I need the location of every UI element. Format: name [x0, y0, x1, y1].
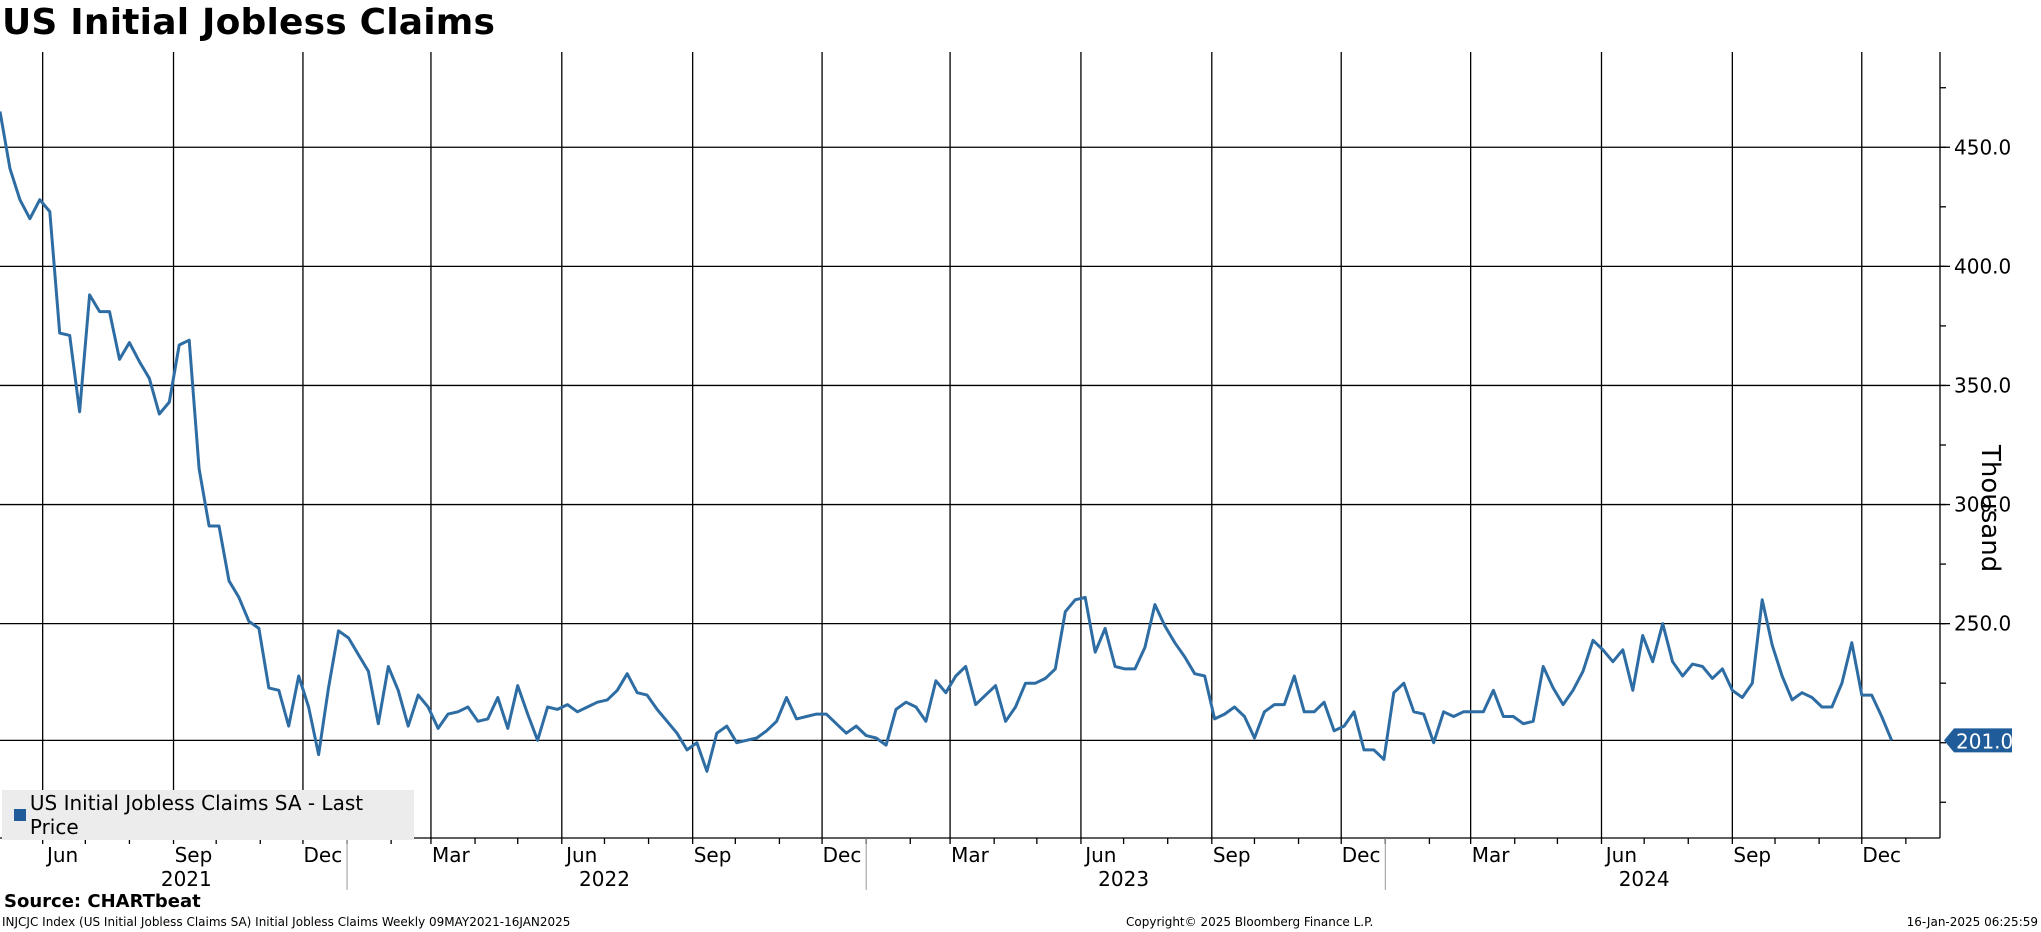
last-value-label: 201.0 — [1956, 729, 2013, 753]
x-tick-label: Jun — [1083, 843, 1116, 867]
x-tick-label: Sep — [694, 843, 732, 867]
x-tick-label: Mar — [432, 843, 471, 867]
y-tick-label: 300.0 — [1954, 493, 2011, 517]
series-layer — [0, 111, 1893, 773]
last-value-badge-shape — [1944, 728, 2012, 753]
legend: US Initial Jobless Claims SA - Last Pric… — [2, 790, 414, 840]
x-tick-label: Jun — [564, 843, 597, 867]
x-year-label: 2023 — [1098, 867, 1149, 891]
y-tick-label: 250.0 — [1954, 612, 2011, 636]
x-year-label: 2024 — [1619, 867, 1670, 891]
axes — [0, 52, 1950, 890]
x-tick-label: Sep — [175, 843, 213, 867]
x-year-label: 2021 — [161, 867, 212, 891]
x-tick-label: Sep — [1213, 843, 1251, 867]
y-axis-label: Thousand — [1975, 445, 2005, 573]
source-note: Source: CHARTbeat — [4, 891, 201, 912]
series-line — [0, 111, 1893, 773]
x-tick-label: Jun — [45, 843, 78, 867]
x-tick-label: Dec — [823, 843, 862, 867]
x-year-label: 2022 — [579, 867, 630, 891]
x-tick-label: Dec — [1862, 843, 1901, 867]
y-tick-label: 450.0 — [1954, 135, 2011, 159]
footer-copyright: Copyright© 2025 Bloomberg Finance L.P. — [1126, 915, 1374, 929]
x-tick-label: Mar — [951, 843, 990, 867]
x-tick-label: Dec — [1342, 843, 1381, 867]
x-tick-label: Sep — [1733, 843, 1771, 867]
last-value-badge: 201.0 — [1944, 728, 2013, 753]
x-tick-label: Mar — [1472, 843, 1511, 867]
legend-swatch — [14, 809, 26, 821]
y-tick-label: 350.0 — [1954, 373, 2011, 397]
legend-label: US Initial Jobless Claims SA - Last Pric… — [29, 791, 364, 839]
footer-ticker-description: INJCJC Index (US Initial Jobless Claims … — [2, 915, 571, 929]
x-tick-label: Jun — [1604, 843, 1637, 867]
x-tick-label: Dec — [304, 843, 343, 867]
footer-timestamp: 16-Jan-2025 06:25:59 — [1906, 915, 2038, 929]
chart-title: US Initial Jobless Claims — [2, 2, 496, 43]
axis-labels: 450.0 400.0 350.0 300.0 250.0 Jun Sep Dec Mar Jun… — [45, 135, 2013, 891]
y-tick-label: 400.0 — [1954, 254, 2011, 278]
